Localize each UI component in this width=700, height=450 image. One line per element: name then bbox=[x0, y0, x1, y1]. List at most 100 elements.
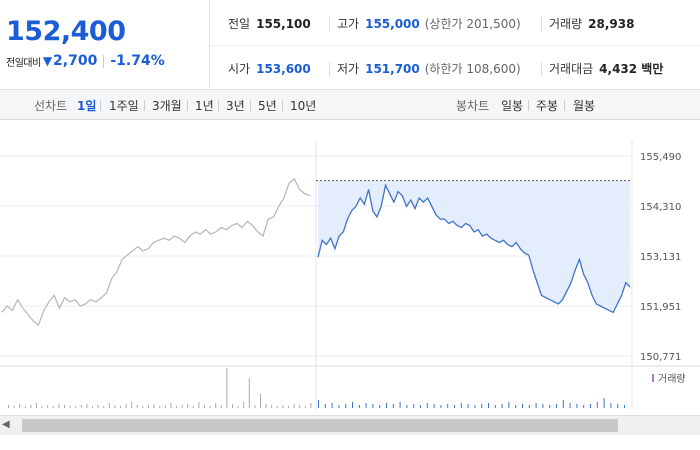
range-tab-3m[interactable]: 3개월 bbox=[152, 99, 182, 113]
volume-bar bbox=[562, 400, 564, 408]
volume-bar bbox=[69, 406, 71, 408]
trade-value-label: 거래대금 bbox=[549, 62, 594, 76]
volume-bar bbox=[293, 404, 295, 408]
price-chart-svg: 155,490 154,310 153,131 151,951 150,771 거래량 bbox=[0, 140, 700, 410]
scroll-thumb[interactable] bbox=[22, 419, 618, 432]
y-tick-label: 154,310 bbox=[640, 202, 681, 213]
volume-bar bbox=[433, 404, 435, 408]
volume-bar bbox=[624, 405, 625, 408]
scroll-left-arrow-icon[interactable]: ◀ bbox=[2, 419, 10, 430]
volume-bar bbox=[148, 405, 149, 408]
prev-close-cell: 전일 155,100 bbox=[228, 15, 311, 32]
divider bbox=[329, 17, 330, 31]
volume-bar bbox=[610, 403, 612, 408]
low-label: 저가 bbox=[337, 62, 360, 76]
volume-bar bbox=[617, 404, 619, 408]
y-tick-label: 155,490 bbox=[640, 152, 681, 163]
volume-bar bbox=[125, 404, 127, 408]
change-percent: -1.74% bbox=[110, 53, 165, 69]
stock-summary-header: 152,400 전일대비 ▼ 2,700 -1.74% 전일 155,100 고… bbox=[0, 0, 700, 90]
volume-bar bbox=[288, 406, 289, 408]
volume-bar bbox=[542, 404, 544, 408]
volume-bar bbox=[136, 405, 138, 408]
volume-bar bbox=[528, 405, 530, 408]
prev-close-label: 전일 bbox=[228, 17, 251, 31]
divider bbox=[329, 62, 330, 76]
lower-limit: (하한가 108,600) bbox=[424, 62, 521, 76]
range-tab-1y[interactable]: 1년 bbox=[195, 99, 214, 113]
volume-bar bbox=[352, 402, 353, 408]
volume-bar bbox=[522, 404, 523, 408]
y-axis-ticks: 155,490 154,310 153,131 151,951 150,771 bbox=[640, 152, 681, 363]
volume-bar bbox=[120, 406, 121, 408]
volume-bar bbox=[75, 406, 77, 408]
volume-bar bbox=[481, 404, 483, 408]
volume-bar bbox=[590, 404, 591, 408]
today-fill bbox=[318, 180, 630, 313]
divider bbox=[211, 45, 700, 46]
volume-bar bbox=[36, 403, 37, 408]
volume-bar bbox=[535, 403, 537, 408]
divider bbox=[187, 100, 188, 111]
volume-bar bbox=[209, 406, 211, 408]
chart-toolbar: 선차트 1일 1주일 3개월 1년 3년 5년 10년 봉차트 일봉 주봉 월봉 bbox=[0, 90, 700, 120]
range-tab-3y[interactable]: 3년 bbox=[226, 99, 245, 113]
down-triangle-icon: ▼ bbox=[42, 54, 53, 68]
volume-bar bbox=[13, 406, 15, 408]
range-tab-1w[interactable]: 1주일 bbox=[109, 99, 139, 113]
candle-chart-label: 봉차트 bbox=[456, 99, 490, 113]
volume-bar bbox=[248, 378, 250, 408]
volume-bar bbox=[243, 402, 245, 408]
range-tab-10y[interactable]: 10년 bbox=[290, 99, 317, 113]
divider bbox=[282, 100, 283, 111]
volume-bar bbox=[392, 404, 394, 408]
open-cell: 시가 153,600 bbox=[228, 60, 311, 77]
range-tab-5y[interactable]: 5년 bbox=[258, 99, 277, 113]
volume-bar bbox=[299, 405, 301, 408]
range-tab-1d[interactable]: 1일 bbox=[77, 99, 97, 113]
volume-bar bbox=[420, 405, 421, 408]
volume-bar bbox=[52, 406, 54, 408]
volume-bar bbox=[454, 405, 455, 408]
volume-bar bbox=[413, 404, 415, 408]
volume-bar bbox=[103, 406, 105, 408]
divider bbox=[541, 62, 542, 76]
volume-bar bbox=[549, 405, 551, 408]
volume-bar bbox=[131, 402, 133, 408]
divider bbox=[541, 17, 542, 31]
current-price-panel: 152,400 전일대비 ▼ 2,700 -1.74% bbox=[0, 0, 210, 90]
candle-tab-monthly[interactable]: 월봉 bbox=[573, 99, 596, 113]
volume-legend-swatch bbox=[652, 374, 654, 382]
volume-legend-label: 거래량 bbox=[658, 373, 686, 385]
volume-bar bbox=[64, 405, 65, 408]
grid-lines bbox=[0, 140, 700, 410]
volume-bar bbox=[379, 405, 381, 408]
volume-bar bbox=[358, 405, 360, 408]
candle-tab-daily[interactable]: 일봉 bbox=[501, 99, 524, 113]
volume-bar bbox=[237, 406, 239, 408]
volume-cell: 거래량 28,938 bbox=[549, 15, 634, 32]
volume-bar bbox=[467, 404, 469, 408]
volume-bar bbox=[108, 403, 110, 408]
volume-bar bbox=[220, 405, 222, 408]
change-label: 전일대비 bbox=[6, 57, 41, 69]
volume-bar bbox=[365, 403, 367, 408]
volume-bar bbox=[232, 404, 233, 408]
volume-bar bbox=[447, 404, 449, 408]
change-value: 2,700 bbox=[53, 53, 98, 69]
candle-tab-weekly[interactable]: 주봉 bbox=[536, 99, 559, 113]
low-cell: 저가 151,700 (하한가 108,600) bbox=[337, 60, 521, 77]
current-price: 152,400 bbox=[6, 16, 126, 47]
volume-bar bbox=[440, 405, 442, 408]
volume-bar bbox=[215, 403, 217, 408]
volume-bar bbox=[508, 402, 510, 408]
chart-scrollbar[interactable]: ◀ bbox=[0, 415, 700, 435]
volume-bar bbox=[24, 406, 26, 408]
volume-bar bbox=[30, 405, 32, 408]
price-lines bbox=[1, 177, 631, 327]
prev-day-line bbox=[1, 177, 311, 327]
price-chart: 155,490 154,310 153,131 151,951 150,771 거래량 bbox=[0, 120, 700, 410]
volume-bar bbox=[153, 404, 155, 408]
volume-bar bbox=[19, 404, 21, 408]
volume-bar bbox=[41, 406, 43, 408]
